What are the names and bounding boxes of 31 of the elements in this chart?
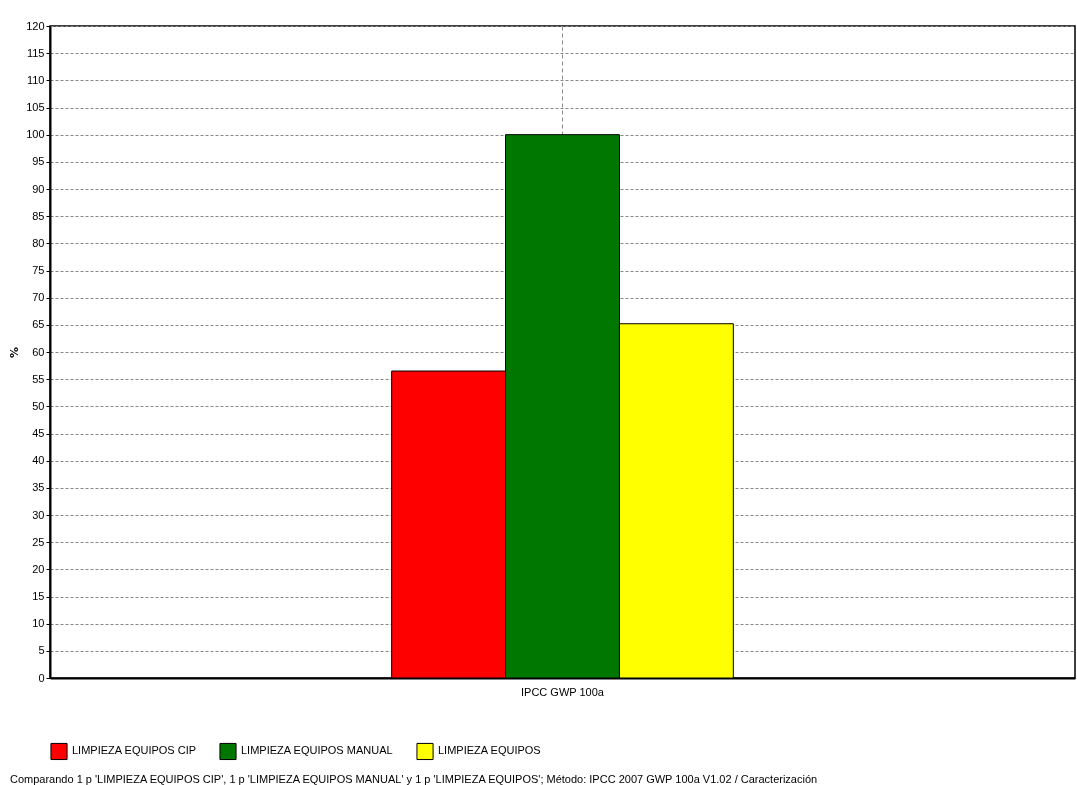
legend-label: LIMPIEZA EQUIPOS CIP — [72, 744, 197, 757]
y-tick-label: 45 — [32, 427, 45, 439]
y-tick-label: 120 — [26, 19, 45, 32]
text: Comparando 1 p 'LIMPIEZA EQUIPOS CIP', 1 p 'LIMPIEZA EQUIPOS MANUAL' y 1 p 'LIMPIEZA EQUIPOS'; Método: IPCC 2007 GWP 100a V1.02 / Caracterización — [10, 773, 818, 785]
y-tick-label: 40 — [32, 454, 45, 467]
legend-label: LIMPIEZA EQUIPOS MANUAL — [241, 744, 393, 757]
y-tick-label: 85 — [32, 209, 45, 222]
y-tick-label: 90 — [32, 182, 45, 195]
y-tick-label: 75 — [32, 264, 45, 276]
y-tick-label: 100 — [26, 128, 45, 141]
y-tick-label: 55 — [32, 372, 45, 385]
y-tick-label: 80 — [32, 236, 45, 249]
y-tick-label: 70 — [32, 291, 45, 304]
y-tick-label: 95 — [32, 155, 45, 168]
y-tick-label: 35 — [32, 481, 45, 494]
y-tick-label: 110 — [26, 73, 45, 86]
y-tick-label: 20 — [32, 562, 45, 575]
y-tick-label: 0 — [38, 671, 45, 684]
y-tick-label: 65 — [32, 318, 45, 331]
y-axis-title: % — [8, 346, 22, 359]
y-tick-label: 5 — [38, 644, 45, 657]
y-tick-label: 60 — [32, 345, 45, 358]
y-tick-label: 15 — [32, 590, 45, 602]
y-tick-label: 115 — [26, 46, 45, 59]
y-tick-label: 50 — [32, 399, 45, 412]
y-tick-label: 105 — [26, 101, 45, 113]
y-tick-label: 10 — [32, 617, 45, 630]
y-tick-label: 30 — [32, 508, 45, 521]
legend-label: LIMPIEZA EQUIPOS — [438, 744, 541, 757]
y-tick-label: 25 — [32, 535, 45, 548]
x-tick-label: IPCC GWP 100a — [521, 685, 605, 698]
